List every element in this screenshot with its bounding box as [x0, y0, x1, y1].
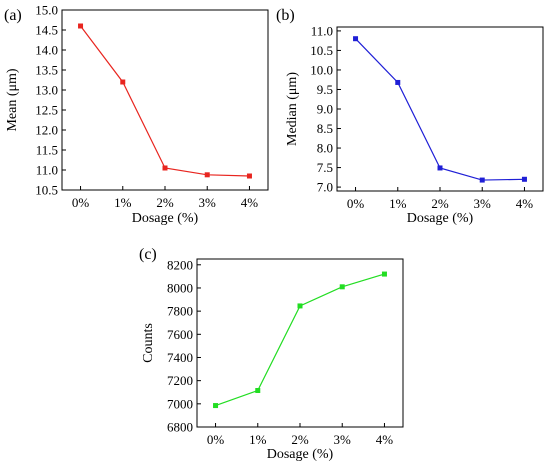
data-point [297, 303, 303, 309]
data-point [381, 271, 387, 277]
data-point [120, 79, 126, 85]
y-tick-label: 7.5 [317, 160, 333, 175]
x-tick-label: 4% [376, 432, 394, 447]
y-tick-label: 9.0 [317, 102, 333, 117]
x-tick-label: 4% [516, 196, 534, 211]
series-line [355, 38, 525, 181]
data-point [437, 165, 443, 171]
y-tick-label: 7200 [167, 373, 193, 388]
y-axis-label: Counts [141, 323, 156, 363]
y-tick-label: 10.5 [310, 43, 333, 58]
data-point [204, 172, 210, 178]
y-tick-label: 11.0 [36, 163, 58, 178]
data-point [353, 36, 359, 42]
x-tick-label: 2% [156, 195, 174, 210]
y-tick-label: 13.0 [35, 83, 58, 98]
panel-label: (c) [139, 246, 157, 263]
y-tick-label: 8000 [167, 280, 193, 295]
y-tick-label: 11.0 [311, 23, 333, 38]
x-tick-label: 0% [207, 432, 225, 447]
x-tick-label: 2% [431, 196, 449, 211]
y-tick-label: 8.0 [317, 141, 333, 156]
x-axis-label: Dosage (%) [132, 211, 199, 226]
x-tick-label: 3% [334, 432, 352, 447]
x-tick-label: 1% [249, 432, 267, 447]
y-tick-label: 7400 [167, 350, 193, 365]
x-axis-label: Dosage (%) [407, 211, 474, 226]
series-line [215, 273, 385, 407]
plot-frame [196, 258, 404, 428]
y-axis-label: Mean (μm) [5, 68, 20, 131]
y-tick-label: 7600 [167, 327, 193, 342]
y-tick-label: 8200 [167, 257, 193, 272]
x-tick-label: 2% [291, 432, 309, 447]
y-tick-label: 14.0 [35, 43, 58, 58]
panel-c-counts-chart: 6800 7000 7200 7400 7600 7800 8000 8200 0% 1% 2% 3%… [139, 246, 404, 462]
y-tick-label: 12.5 [35, 103, 58, 118]
y-tick-label: 14.5 [35, 23, 58, 38]
data-point [479, 177, 485, 183]
y-tick-label: 15.0 [35, 3, 58, 18]
y-tick-label: 13.5 [35, 63, 58, 78]
x-tick-label: 0% [347, 196, 365, 211]
x-tick-label: 3% [199, 195, 217, 210]
plot-frame [61, 9, 269, 191]
series-line [80, 25, 250, 177]
panel-label: (a) [4, 7, 22, 24]
data-point [255, 388, 261, 394]
data-point [162, 165, 168, 171]
y-tick-label: 7800 [167, 304, 193, 319]
data-point [521, 176, 527, 182]
panel-a-mean-chart: 10.5 11.0 11.5 12.0 12.5 13.0 13.5 14.0 14.5 15.0… [4, 3, 269, 226]
data-point [78, 23, 84, 29]
y-axis-label: Median (μm) [285, 72, 300, 146]
panel-b-median-chart: 7.0 7.5 8.0 8.5 9.0 9.5 10.0 10.5 11.0 0% 1% 2% 3% 4%… [276, 7, 544, 226]
x-tick-label: 4% [241, 195, 259, 210]
x-tick-label: 1% [389, 196, 407, 211]
y-tick-label: 10.5 [35, 183, 58, 198]
data-point [395, 79, 401, 85]
y-tick-label: 6800 [167, 420, 193, 435]
x-tick-label: 3% [474, 196, 492, 211]
y-tick-label: 8.5 [317, 121, 333, 136]
x-tick-label: 0% [72, 195, 90, 210]
x-axis-label: Dosage (%) [267, 447, 334, 462]
x-tick-label: 1% [114, 195, 132, 210]
data-point [339, 284, 345, 290]
y-tick-label: 10.0 [310, 62, 333, 77]
data-point [246, 173, 252, 179]
data-point [213, 403, 219, 409]
y-tick-label: 7.0 [317, 180, 333, 195]
y-tick-label: 9.5 [317, 82, 333, 97]
y-tick-label: 11.5 [36, 143, 58, 158]
y-tick-label: 7000 [167, 396, 193, 411]
y-tick-label: 12.0 [35, 123, 58, 138]
panel-label: (b) [276, 7, 295, 24]
